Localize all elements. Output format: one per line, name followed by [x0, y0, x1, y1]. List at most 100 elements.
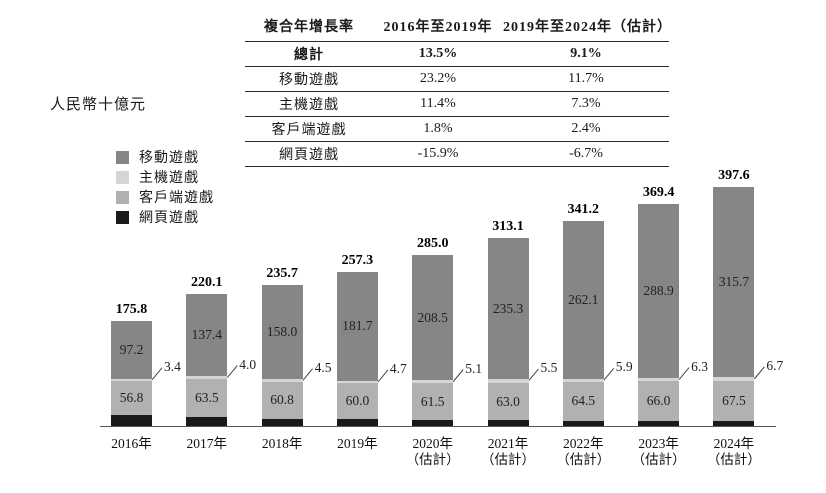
callout-line: [377, 369, 389, 383]
cagr-table-header-row: 複合年增長率 2016年至2019年 2019年至2024年（估計）: [245, 10, 671, 42]
mobile-games-segment: 158.0: [261, 284, 303, 380]
segment-value-label: 60.8: [270, 392, 294, 408]
bar-total-label: 285.0: [416, 236, 449, 251]
web-games-segment: [412, 420, 454, 426]
bar-total-label: 235.7: [266, 265, 298, 281]
cagr-row-value-period2: 2.4%: [571, 121, 601, 136]
bar-total-label: 397.6: [718, 168, 750, 184]
cagr-header-metric: 複合年增長率: [264, 19, 354, 35]
legend-swatch-icon: [116, 210, 129, 224]
cagr-table-row: 客戶端遊戲 1.8% 2.4%: [245, 117, 669, 142]
console-callout-label: 6.7: [766, 357, 784, 373]
x-axis-category-year: 2016年: [111, 436, 152, 451]
console-callout-label: 4.0: [239, 356, 257, 372]
segment-value-label: 288.9: [643, 283, 674, 299]
cagr-row-label: 移動遊戲: [279, 73, 339, 88]
x-axis-category-label: 2018年: [244, 436, 320, 452]
x-axis-category-year: 2018年: [261, 436, 303, 451]
console-games-segment: [562, 378, 604, 383]
console-callout-label: 5.5: [540, 359, 558, 375]
x-axis-category-label: 2021年 （估計）: [470, 436, 546, 468]
x-axis-category-year: 2017年: [186, 436, 228, 451]
console-callout-label: 6.3: [691, 358, 708, 374]
callout-line: [603, 367, 615, 381]
segment-value-label: 262.1: [568, 291, 599, 307]
x-axis-category-year: 2020年: [412, 436, 453, 451]
x-axis-category-label: 2020年 （估計）: [395, 436, 471, 468]
web-games-segment: [261, 418, 303, 426]
x-axis-category-label: 2024年 （估計）: [696, 436, 772, 468]
segment-value-label: 64.5: [571, 393, 596, 409]
client-games-segment: 64.5: [562, 382, 604, 421]
segment-value-label: 181.7: [342, 318, 373, 334]
segment-value-label: 60.0: [345, 393, 370, 409]
console-games-segment: [487, 379, 529, 383]
bar-total-label: 257.3: [341, 252, 374, 268]
x-axis-category-label: 2023年 （估計）: [621, 436, 697, 468]
segment-value-label: 61.5: [420, 393, 445, 409]
console-callout-label: 5.1: [465, 360, 483, 376]
cagr-row-label: 網頁遊戲: [279, 148, 339, 163]
segment-value-label: 63.5: [194, 389, 219, 405]
mobile-games-segment: 97.2: [111, 320, 152, 379]
client-games-segment: 61.5: [412, 383, 454, 421]
x-axis-category-estimate-note: （估計）: [405, 452, 460, 467]
console-games-segment: [261, 379, 303, 383]
mobile-games-segment: 262.1: [562, 221, 604, 379]
web-games-segment: [713, 421, 755, 426]
segment-value-label: 63.0: [496, 393, 520, 409]
segment-value-label: 158.0: [266, 323, 298, 339]
x-axis-category-label: 2022年 （估計）: [545, 436, 621, 468]
console-callout-label: 3.4: [164, 358, 181, 374]
client-games-segment: 66.0: [638, 381, 680, 422]
x-axis-category-label: 2016年: [94, 436, 170, 452]
cagr-row-value-period2: 11.7%: [568, 71, 604, 86]
cagr-row-value-period1: 13.5%: [418, 46, 458, 61]
console-games-segment: [336, 380, 378, 384]
cagr-table-row: 主機遊戲 11.4% 7.3%: [245, 92, 669, 117]
cagr-row-value-period1: 11.4%: [420, 96, 456, 111]
cagr-row-value-period1: 1.8%: [423, 121, 453, 136]
cagr-table-row: 網頁遊戲 -15.9% -6.7%: [245, 142, 669, 167]
console-games-segment: [713, 376, 755, 381]
callout-line: [302, 368, 313, 382]
x-axis-category-year: 2023年: [638, 436, 679, 451]
client-games-segment: 60.0: [336, 383, 378, 420]
callout-line: [452, 369, 464, 382]
web-games-segment: [186, 416, 228, 426]
segment-value-label: 97.2: [119, 341, 144, 357]
console-games-segment: [638, 377, 680, 382]
legend-item: 客戶端遊戲: [116, 187, 214, 207]
x-axis-category-estimate-note: （估計）: [706, 452, 761, 467]
legend-item-label: 主機遊戲: [139, 171, 199, 186]
legend-swatch-icon: [116, 170, 129, 184]
x-axis-category-label: 2017年: [169, 436, 245, 452]
mobile-games-segment: 137.4: [186, 293, 228, 377]
bar-total-label: 341.2: [567, 202, 600, 218]
cagr-row-label: 客戶端遊戲: [271, 123, 347, 138]
client-games-segment: 63.0: [487, 382, 529, 421]
legend-swatch-icon: [116, 190, 129, 204]
bar-total-label: 313.1: [492, 219, 524, 235]
x-axis-category-year: 2024年: [713, 436, 755, 451]
cagr-row-value-period2: 7.3%: [571, 96, 601, 111]
console-callout-label: 4.5: [314, 359, 332, 375]
cagr-row-label: 主機遊戲: [279, 98, 339, 113]
cagr-table-row: 總計 13.5% 9.1%: [245, 42, 669, 67]
mobile-games-segment: 288.9: [638, 204, 680, 378]
console-callout-label: 5.9: [615, 359, 633, 375]
segment-value-label: 66.0: [646, 393, 671, 409]
web-games-segment: [336, 419, 378, 426]
segment-value-label: 315.7: [718, 274, 750, 290]
console-games-segment: [412, 380, 454, 384]
x-axis-category-label: 2019年: [319, 436, 395, 452]
bar-total-label: 175.8: [115, 301, 148, 317]
cagr-row-value-period1: 23.2%: [419, 71, 457, 86]
cagr-table-body: 總計 13.5% 9.1% 移動遊戲 23.2% 11.7% 主機遊戲 11.4% 7.3% 客戶…: [245, 42, 669, 167]
cagr-row-label: 總計: [294, 48, 324, 63]
legend-swatch-icon: [116, 150, 129, 164]
callout-line: [754, 366, 765, 380]
mobile-games-segment: 208.5: [412, 255, 454, 381]
